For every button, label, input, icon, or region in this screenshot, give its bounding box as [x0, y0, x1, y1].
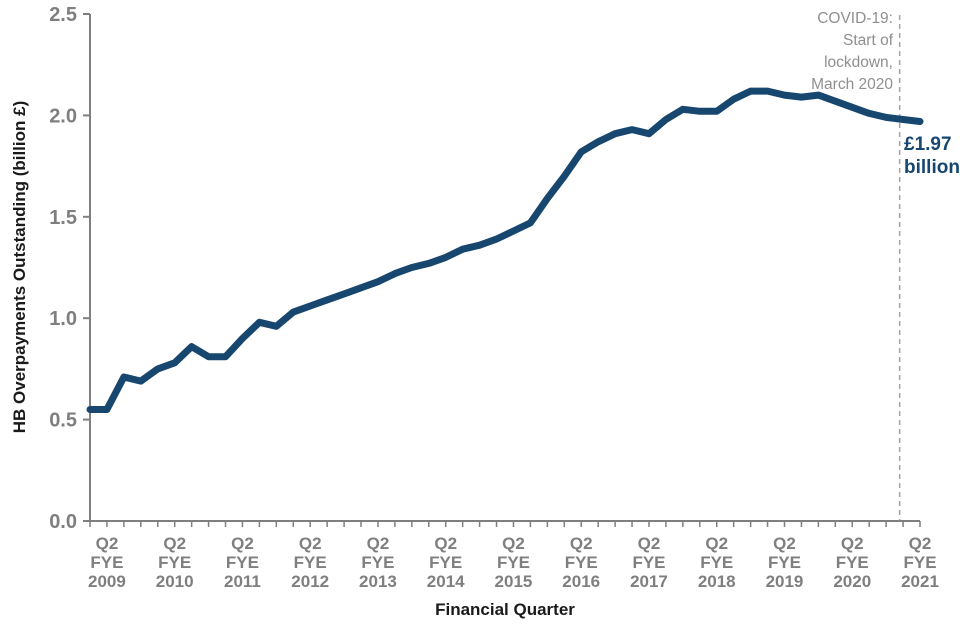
x-tick-label: FYE: [768, 553, 801, 572]
y-tick-label: 2.5: [49, 4, 77, 26]
covid-annotation-line: March 2020: [811, 76, 893, 93]
x-tick-label: FYE: [497, 553, 530, 572]
x-tick-label: FYE: [565, 553, 598, 572]
x-tick-label: Q2: [502, 534, 525, 553]
x-tick-label: Q2: [367, 534, 390, 553]
x-tick-label: Q2: [570, 534, 593, 553]
x-tick-label: FYE: [158, 553, 191, 572]
x-tick-label: FYE: [90, 553, 123, 572]
x-tick-label: Q2: [705, 534, 728, 553]
x-tick-label: 2018: [698, 572, 736, 591]
covid-annotation-line: COVID-19:: [817, 10, 893, 27]
x-tick-label: FYE: [361, 553, 394, 572]
x-tick-label: FYE: [429, 553, 462, 572]
data-line: [86, 87, 924, 413]
x-tick-label: FYE: [294, 553, 327, 572]
y-tick-label: 1.5: [49, 207, 77, 229]
x-tick-label: 2012: [291, 572, 329, 591]
covid-annotation-line: Start of: [843, 32, 893, 49]
x-tick-label: Q2: [434, 534, 457, 553]
x-tick-label: FYE: [632, 553, 665, 572]
y-tick-label: 0.5: [49, 410, 77, 432]
x-tick-label: 2009: [88, 572, 126, 591]
y-tick-label: 2.0: [49, 105, 77, 127]
x-tick-label: FYE: [903, 553, 936, 572]
x-tick-label: 2019: [766, 572, 804, 591]
x-tick-label: Q2: [909, 534, 932, 553]
final-value-amount: £1.97: [904, 134, 952, 155]
x-tick-label: Q2: [299, 534, 322, 553]
x-tick-label: Q2: [163, 534, 186, 553]
x-tick-label: 2020: [833, 572, 871, 591]
x-tick-label: Q2: [841, 534, 864, 553]
x-tick-label: Q2: [231, 534, 254, 553]
y-tick-label: 0.0: [49, 511, 77, 533]
x-tick-label: 2015: [495, 572, 533, 591]
covid-annotation: COVID-19: Start of lockdown, March 2020: [811, 8, 893, 96]
x-tick-label: 2014: [427, 572, 465, 591]
x-tick-label: FYE: [226, 553, 259, 572]
x-tick-label: 2013: [359, 572, 397, 591]
final-value-unit: billion: [904, 157, 960, 178]
x-tick-label: 2016: [562, 572, 600, 591]
x-tick-label: Q2: [638, 534, 661, 553]
x-tick-label: 2021: [901, 572, 939, 591]
x-tick-label: FYE: [700, 553, 733, 572]
covid-annotation-line: lockdown,: [824, 54, 893, 71]
final-value-label: £1.97 billion: [904, 133, 960, 179]
x-tick-label: Q2: [773, 534, 796, 553]
y-tick-label: 1.0: [49, 308, 77, 330]
x-tick-label: 2017: [630, 572, 668, 591]
x-tick-label: 2010: [156, 572, 194, 591]
x-tick-label: Q2: [96, 534, 119, 553]
x-axis-title: Financial Quarter: [435, 600, 575, 619]
x-tick-label: FYE: [836, 553, 869, 572]
x-tick-label: 2011: [224, 572, 261, 591]
y-axis-title: HB Overpayments Outstanding (billion £): [10, 100, 29, 434]
